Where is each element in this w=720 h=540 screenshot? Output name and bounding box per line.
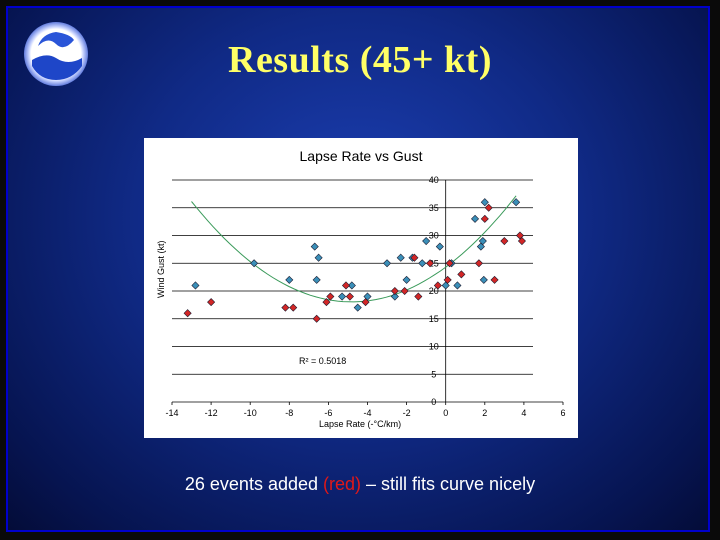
data-point-red bbox=[312, 314, 321, 323]
x-axis-label: Lapse Rate (-°C/km) bbox=[319, 419, 402, 429]
x-tick-label: -8 bbox=[285, 408, 293, 418]
x-tick-label: 4 bbox=[521, 408, 526, 418]
data-point-blue bbox=[478, 237, 487, 246]
r-squared-annotation: R² = 0.5018 bbox=[299, 356, 347, 366]
data-point-red bbox=[517, 237, 526, 246]
x-tick-label: -14 bbox=[165, 408, 178, 418]
data-point-blue bbox=[347, 281, 356, 290]
data-point-red bbox=[400, 286, 409, 296]
y-tick-label: 35 bbox=[429, 203, 439, 213]
y-tick-label: 10 bbox=[429, 342, 439, 352]
data-point-blue bbox=[191, 281, 200, 290]
data-point-blue bbox=[383, 259, 392, 268]
data-point-blue bbox=[390, 292, 399, 301]
x-tick-label: -6 bbox=[324, 408, 332, 418]
data-point-blue bbox=[422, 237, 431, 246]
data-point-red bbox=[281, 303, 290, 312]
data-point-red bbox=[443, 275, 452, 284]
data-point-red bbox=[480, 214, 489, 223]
caption-text-start: 26 events added bbox=[184, 474, 324, 494]
data-point-blue bbox=[453, 281, 462, 290]
data-point-red bbox=[390, 286, 399, 296]
y-tick-label: 15 bbox=[429, 314, 439, 324]
y-tick-label: 0 bbox=[431, 397, 436, 407]
data-point-red bbox=[341, 281, 351, 290]
data-point-red bbox=[500, 237, 509, 246]
data-point-red bbox=[345, 292, 354, 301]
data-point-red bbox=[433, 281, 442, 290]
slide-caption: 26 events added (red) – still fits curve… bbox=[0, 474, 720, 495]
x-tick-label: -12 bbox=[205, 408, 218, 418]
data-point-blue bbox=[285, 275, 294, 284]
x-tick-label: -10 bbox=[244, 408, 257, 418]
data-point-red bbox=[474, 259, 483, 268]
data-point-red bbox=[361, 298, 370, 307]
x-tick-label: 6 bbox=[560, 408, 565, 418]
data-point-red bbox=[484, 203, 493, 212]
data-point-blue bbox=[396, 253, 405, 262]
data-point-blue bbox=[418, 259, 427, 268]
caption-red-label: (red) bbox=[323, 474, 362, 494]
data-point-red bbox=[426, 259, 435, 268]
data-point-blue bbox=[312, 275, 321, 284]
data-point-red bbox=[410, 253, 419, 262]
x-tick-label: -2 bbox=[403, 408, 411, 418]
noaa-logo-icon bbox=[24, 22, 88, 86]
data-point-blue bbox=[338, 292, 347, 301]
data-point-blue bbox=[435, 242, 444, 251]
data-point-blue bbox=[353, 303, 362, 312]
y-tick-label: 40 bbox=[429, 175, 439, 185]
data-point-blue bbox=[479, 275, 488, 284]
noaa-logo-graphic bbox=[32, 32, 82, 80]
x-tick-label: -4 bbox=[363, 408, 371, 418]
trendline bbox=[191, 195, 517, 303]
data-point-red bbox=[457, 270, 466, 279]
data-point-blue bbox=[512, 198, 521, 207]
data-point-red bbox=[183, 309, 192, 318]
data-point-red bbox=[445, 259, 454, 268]
slide-title: Results (45+ kt) bbox=[228, 39, 492, 81]
data-point-blue bbox=[480, 198, 489, 207]
data-point-red bbox=[289, 303, 298, 312]
y-axis-label: Wind Gust (kt) bbox=[156, 240, 166, 298]
y-tick-label: 20 bbox=[429, 286, 439, 296]
y-tick-label: 30 bbox=[429, 231, 439, 241]
data-point-blue bbox=[471, 214, 480, 223]
chart-title: Lapse Rate vs Gust bbox=[299, 148, 423, 164]
data-point-red bbox=[490, 275, 499, 284]
x-tick-label: 2 bbox=[482, 408, 487, 418]
x-tick-label: 0 bbox=[443, 408, 448, 418]
data-point-blue bbox=[314, 253, 323, 262]
caption-text-end: – still fits curve nicely bbox=[361, 474, 536, 494]
data-point-blue bbox=[250, 259, 259, 268]
y-tick-label: 5 bbox=[431, 369, 436, 379]
data-point-red bbox=[326, 292, 335, 301]
data-point-red bbox=[322, 298, 331, 307]
data-point-red bbox=[207, 298, 216, 307]
data-point-blue bbox=[402, 275, 411, 284]
data-point-blue bbox=[310, 242, 319, 251]
data-point-red bbox=[414, 292, 423, 301]
